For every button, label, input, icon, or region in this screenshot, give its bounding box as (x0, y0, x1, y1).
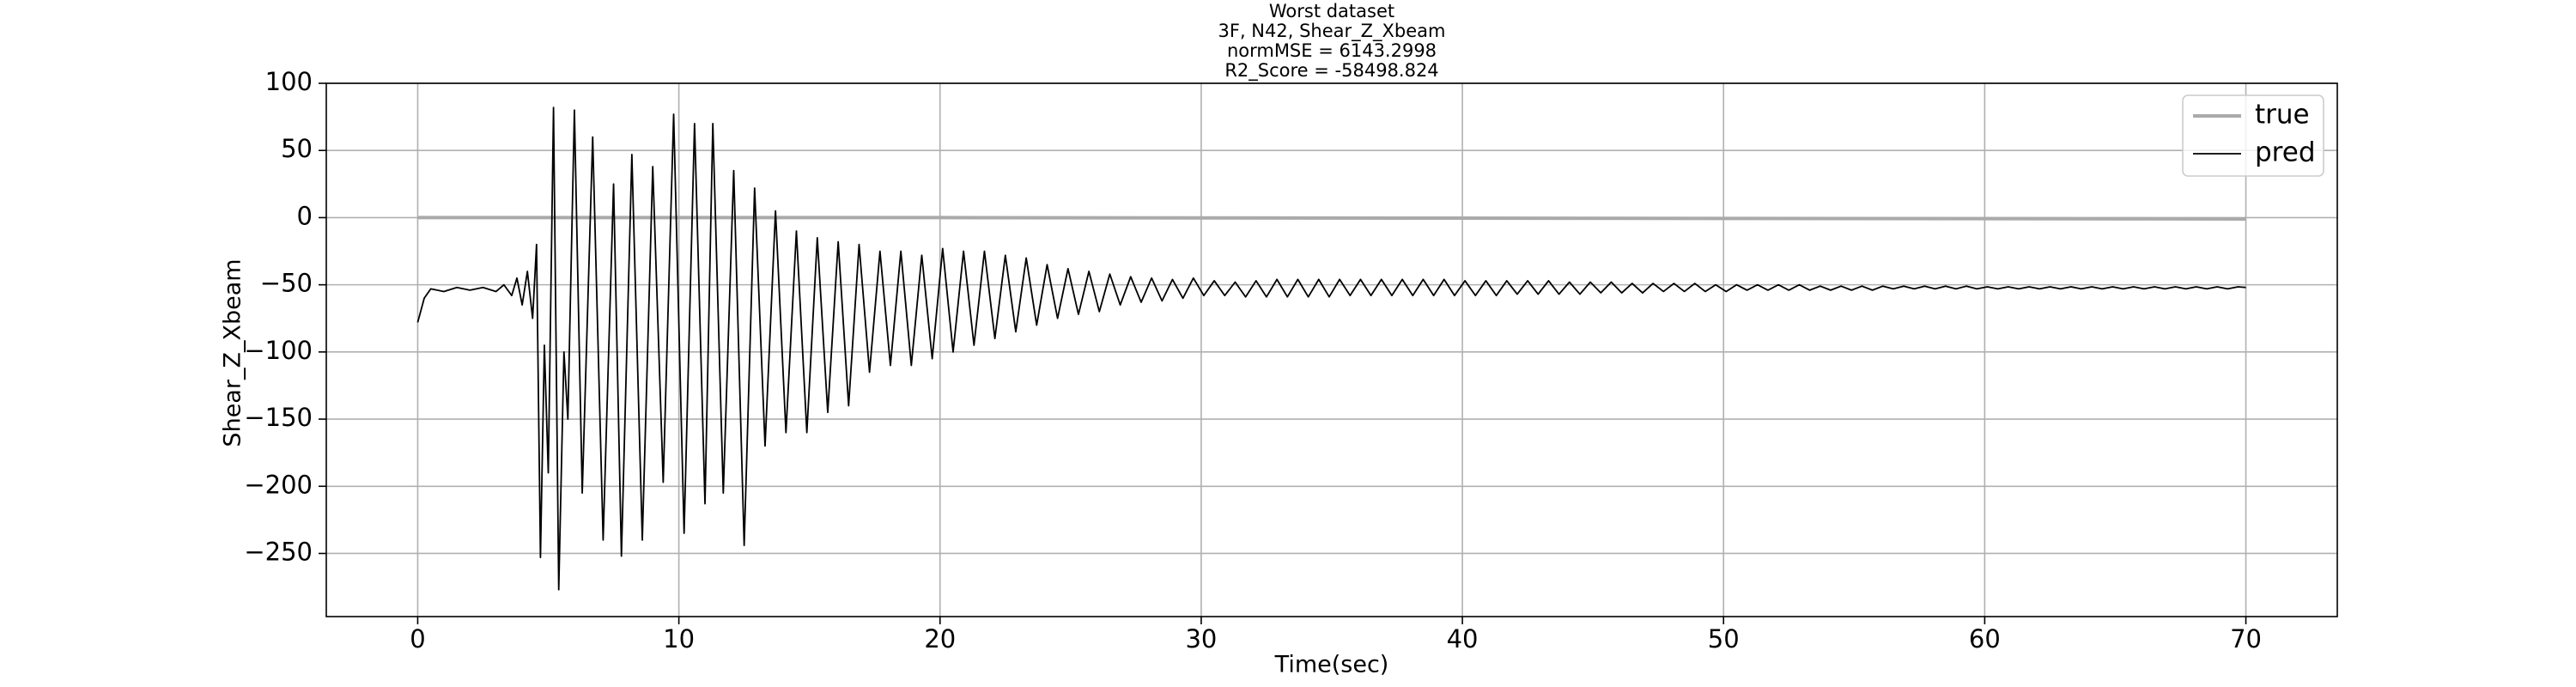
x-tick-label: 60 (1969, 624, 2001, 654)
y-tick-label: −200 (244, 470, 313, 499)
series-line (417, 216, 2246, 221)
x-axis-label: Time(sec) (1274, 652, 1389, 678)
legend-label: true (2255, 100, 2310, 131)
chart-title: R2_Score = -58498.824 (1224, 60, 1438, 82)
series-line (416, 106, 2246, 591)
x-tick-label: 20 (924, 624, 956, 654)
y-tick-label: −50 (260, 269, 313, 298)
x-tick-label: 70 (2230, 624, 2262, 654)
chart-title: normMSE = 6143.2998 (1227, 40, 1437, 61)
x-tick-label: 30 (1185, 624, 1217, 654)
y-tick-label: 100 (265, 67, 313, 96)
chart-title: 3F, N42, Shear_Z_Xbeam (1218, 21, 1446, 42)
y-tick-label: −100 (244, 336, 313, 365)
legend-label: pred (2255, 137, 2316, 168)
plot-frame (325, 82, 2338, 617)
chart-title: Worst dataset (1269, 1, 1394, 21)
y-tick-label: −250 (244, 537, 313, 566)
y-tick-label: 0 (297, 201, 313, 230)
x-tick-label: 10 (663, 624, 695, 654)
y-axis-label: Shear_Z_Xbeam (220, 258, 246, 447)
x-tick-label: 40 (1447, 624, 1479, 654)
y-tick-label: −150 (244, 403, 313, 432)
x-tick-label: 50 (1708, 624, 1740, 654)
y-tick-label: 50 (281, 134, 313, 163)
legend: true pred (2182, 94, 2324, 177)
x-tick-label: 0 (410, 624, 425, 654)
